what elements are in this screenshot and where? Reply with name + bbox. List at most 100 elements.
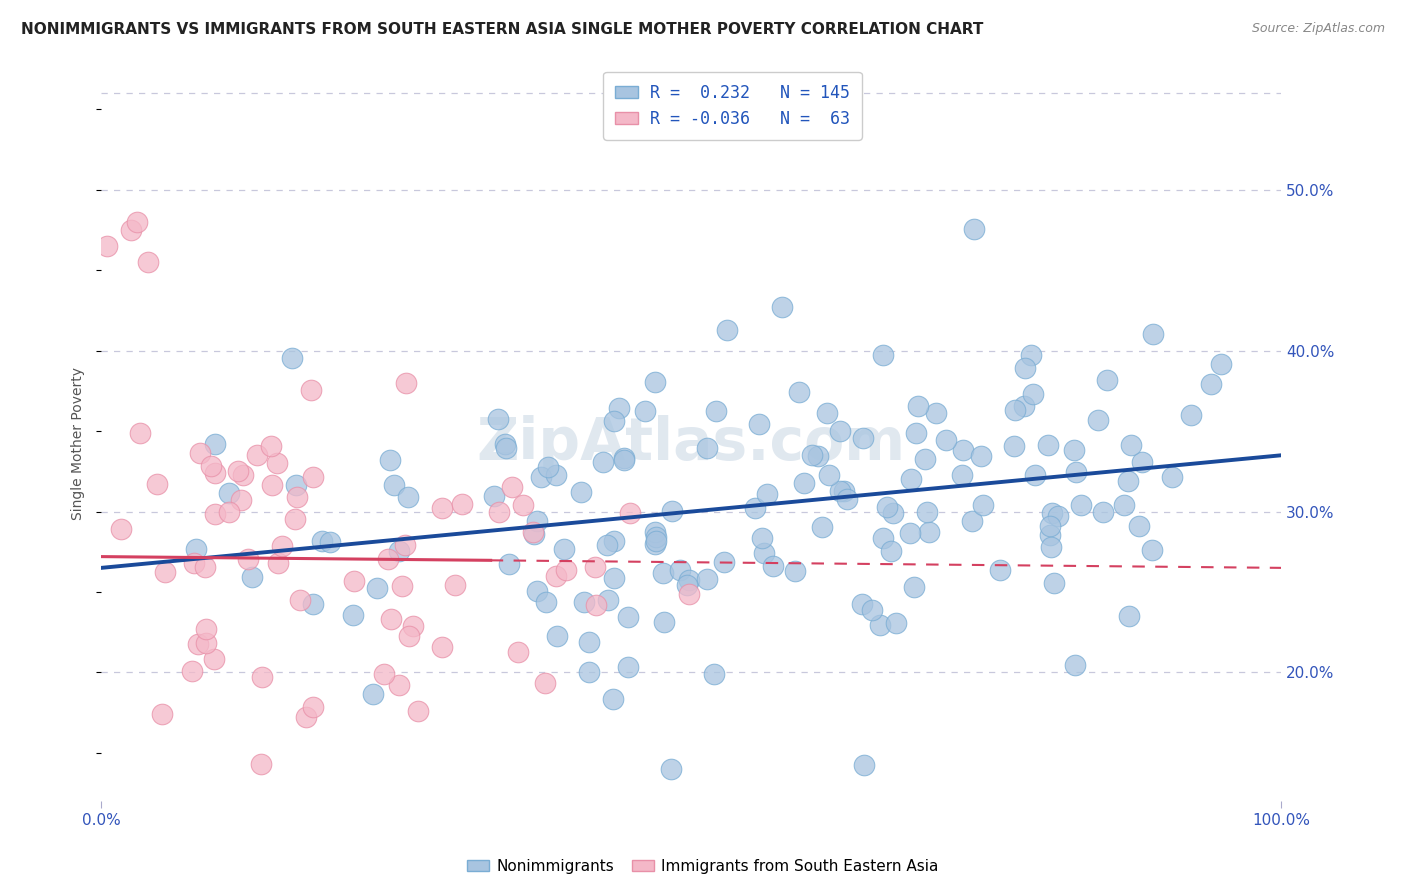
Point bbox=[1087, 413, 1109, 427]
Point bbox=[1064, 465, 1087, 479]
Point bbox=[807, 449, 830, 463]
Point bbox=[569, 485, 592, 500]
Point bbox=[249, 756, 271, 771]
Point bbox=[343, 574, 366, 588]
Point bbox=[879, 544, 901, 558]
Point bbox=[402, 619, 425, 633]
Point bbox=[578, 665, 600, 679]
Point bbox=[603, 534, 626, 549]
Point bbox=[288, 593, 311, 607]
Point bbox=[125, 215, 148, 229]
Point bbox=[546, 467, 568, 482]
Point bbox=[1119, 438, 1142, 452]
Point bbox=[752, 546, 775, 560]
Point bbox=[200, 459, 222, 474]
Point bbox=[603, 414, 626, 428]
Point bbox=[96, 239, 118, 253]
Point bbox=[284, 512, 307, 526]
Point bbox=[751, 531, 773, 545]
Point bbox=[1180, 409, 1202, 423]
Point bbox=[872, 531, 894, 545]
Point bbox=[512, 499, 534, 513]
Point bbox=[756, 487, 779, 501]
Point bbox=[817, 468, 839, 483]
Point bbox=[925, 406, 948, 420]
Point bbox=[194, 559, 217, 574]
Point bbox=[1116, 475, 1139, 489]
Point bbox=[302, 470, 325, 484]
Point bbox=[388, 678, 411, 692]
Point bbox=[882, 506, 904, 520]
Point bbox=[596, 593, 619, 607]
Point bbox=[373, 667, 395, 681]
Point bbox=[1070, 498, 1092, 512]
Point bbox=[150, 706, 173, 721]
Point bbox=[703, 667, 725, 681]
Point bbox=[1128, 519, 1150, 533]
Point bbox=[801, 448, 824, 462]
Point bbox=[240, 570, 263, 584]
Y-axis label: Single Mother Poverty: Single Mother Poverty bbox=[72, 367, 86, 520]
Point bbox=[851, 597, 873, 611]
Point bbox=[696, 441, 718, 455]
Point bbox=[952, 443, 974, 458]
Point bbox=[1022, 387, 1045, 401]
Point bbox=[1021, 348, 1043, 362]
Point bbox=[915, 505, 938, 519]
Point bbox=[486, 411, 509, 425]
Point bbox=[270, 539, 292, 553]
Point bbox=[661, 504, 683, 518]
Point bbox=[835, 492, 858, 507]
Point bbox=[530, 470, 553, 484]
Point bbox=[260, 478, 283, 492]
Point bbox=[617, 610, 640, 624]
Point bbox=[828, 484, 851, 499]
Point bbox=[204, 508, 226, 522]
Point bbox=[644, 525, 666, 540]
Point bbox=[218, 485, 240, 500]
Point bbox=[617, 660, 640, 674]
Point bbox=[832, 483, 855, 498]
Point bbox=[613, 453, 636, 467]
Point bbox=[787, 384, 810, 399]
Point bbox=[450, 497, 472, 511]
Point bbox=[553, 541, 575, 556]
Point bbox=[204, 467, 226, 481]
Point bbox=[482, 489, 505, 503]
Point bbox=[398, 629, 420, 643]
Point bbox=[907, 399, 929, 413]
Point bbox=[960, 514, 983, 528]
Point bbox=[644, 534, 666, 549]
Point bbox=[396, 491, 419, 505]
Point bbox=[852, 431, 875, 445]
Point bbox=[204, 652, 226, 666]
Point bbox=[1199, 376, 1222, 391]
Point bbox=[1039, 519, 1062, 533]
Point bbox=[1095, 373, 1118, 387]
Point bbox=[238, 551, 260, 566]
Point bbox=[361, 687, 384, 701]
Point bbox=[770, 300, 793, 314]
Point bbox=[644, 537, 666, 551]
Point bbox=[1024, 468, 1046, 483]
Point bbox=[494, 437, 516, 451]
Point bbox=[299, 383, 322, 397]
Point bbox=[1161, 470, 1184, 484]
Point bbox=[252, 670, 274, 684]
Point bbox=[828, 424, 851, 438]
Point bbox=[218, 505, 240, 519]
Point bbox=[585, 598, 607, 612]
Legend: Nonimmigrants, Immigrants from South Eastern Asia: Nonimmigrants, Immigrants from South Eas… bbox=[461, 853, 945, 880]
Point bbox=[592, 455, 614, 469]
Point bbox=[905, 425, 928, 440]
Point bbox=[696, 573, 718, 587]
Point bbox=[523, 527, 546, 541]
Point bbox=[762, 558, 785, 573]
Point bbox=[526, 514, 548, 528]
Point bbox=[972, 498, 994, 512]
Point bbox=[596, 538, 619, 552]
Point bbox=[294, 710, 316, 724]
Point bbox=[1039, 528, 1062, 542]
Point bbox=[860, 602, 883, 616]
Point bbox=[382, 478, 405, 492]
